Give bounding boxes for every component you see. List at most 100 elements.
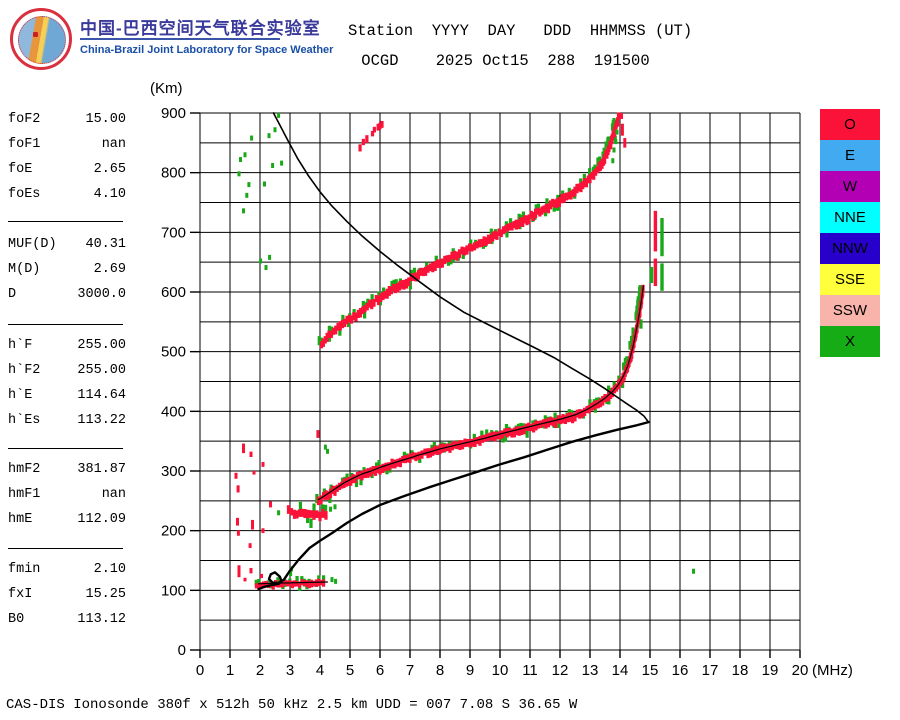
x-tick-label: 0 — [196, 662, 204, 679]
param-separator — [8, 548, 123, 549]
echo-mark — [416, 270, 420, 280]
echo-mark — [551, 417, 555, 427]
echo-mark — [303, 508, 307, 519]
param-separator — [8, 221, 123, 222]
ionogram-plot: 0 1 2 3 4 5 6 7 8 9 10 11 12 13 14 15 16 17 18 19 2001002003… — [161, 105, 853, 679]
logo-station-dot-icon — [33, 32, 38, 37]
echo-mark — [475, 241, 479, 249]
param-row-fof2: foF2 15.00 — [8, 110, 126, 130]
echo-mark — [605, 394, 609, 402]
echo-mark — [336, 322, 340, 331]
echo-mark — [525, 428, 529, 438]
echo-mark — [514, 219, 518, 230]
echo-mark — [609, 390, 613, 399]
x-axis-unit-label: (MHz) — [812, 662, 853, 679]
echo-mark — [321, 504, 325, 513]
echo-mark — [363, 309, 367, 319]
echo-mark — [562, 193, 566, 203]
param-value: 114.64 — [77, 388, 126, 403]
echo-mark — [569, 190, 573, 200]
echo-mark — [307, 580, 311, 589]
param-row-d: D 3000.0 — [8, 285, 126, 305]
echo-mark — [501, 226, 506, 235]
param-label: foEs — [8, 187, 41, 202]
echo-mark — [484, 237, 488, 246]
echo-mark — [353, 474, 357, 483]
echo-mark — [510, 428, 514, 438]
echo-mark — [398, 457, 402, 468]
echo-mark — [503, 431, 508, 442]
echo-mark — [578, 409, 582, 419]
echo-mark — [579, 182, 583, 193]
echo-mark — [327, 334, 331, 342]
echo-mark — [560, 194, 564, 204]
legend-chip-sse: SSE — [820, 264, 880, 295]
x-tick-label: 5 — [346, 662, 354, 679]
echo-mark — [517, 426, 521, 436]
echo-mark — [568, 412, 572, 422]
echo-mark — [424, 266, 428, 276]
echo-mark — [498, 431, 502, 440]
param-row-fxi: fxI 15.25 — [8, 585, 126, 605]
echo-mark — [426, 448, 430, 459]
echo-mark — [445, 255, 449, 263]
noise-dot-green — [615, 129, 619, 135]
x-tick-label: 1 — [226, 662, 234, 679]
echo-mark — [298, 581, 302, 588]
noise-dot-green — [237, 171, 241, 177]
echo-mark — [381, 292, 385, 301]
echo-mark — [318, 511, 322, 522]
echo-mark — [499, 229, 503, 238]
noise-dot-green — [333, 504, 337, 510]
echo-mark — [638, 285, 642, 295]
noise-dot-green — [242, 208, 245, 214]
echo-mark — [567, 187, 571, 196]
echo-mark — [581, 181, 585, 190]
noise-dot-green — [243, 152, 247, 158]
echo-mark — [295, 575, 299, 583]
echo-mark — [373, 466, 378, 476]
param-value: 255.00 — [77, 363, 126, 378]
x-tick-label: 14 — [612, 662, 629, 679]
noise-dot-green — [289, 571, 293, 577]
echo-mark — [426, 265, 430, 273]
echo-mark — [377, 291, 381, 300]
noise-dash-red — [236, 485, 240, 493]
echo-mark — [310, 579, 314, 588]
legend-chip-e: E — [820, 140, 880, 171]
echo-mark — [322, 579, 326, 587]
instrument-caption: CAS-DIS Ionosonde 380f x 512h 50 kHz 2.5… — [6, 697, 578, 713]
echo-mark — [493, 431, 497, 442]
f-trace-fit-line — [317, 285, 644, 501]
echo-mark — [565, 192, 569, 201]
echo-mark — [411, 452, 415, 460]
noise-dot-green — [323, 444, 327, 450]
echo-mark — [361, 306, 365, 315]
echo-mark — [634, 310, 639, 319]
param-value: 15.25 — [85, 587, 126, 602]
echo-mark — [414, 272, 418, 282]
echo-mark — [389, 286, 393, 295]
echo-mark — [354, 312, 358, 322]
x-tick-label: 2 — [256, 662, 264, 679]
echo-mark — [315, 494, 319, 504]
echo-mark — [533, 208, 538, 219]
echo-mark — [431, 262, 435, 273]
x-tick-label: 15 — [642, 662, 659, 679]
noise-dash-red — [260, 573, 263, 579]
y-tick-label: 0 — [178, 642, 186, 659]
param-value: 2.10 — [93, 562, 126, 577]
echo-mark — [510, 222, 514, 231]
echo-mark — [306, 509, 310, 519]
echo-mark — [582, 173, 586, 182]
echo-mark — [361, 138, 365, 146]
echo-mark — [480, 238, 484, 247]
noise-dash-red — [261, 462, 265, 467]
y-tick-label: 600 — [161, 284, 186, 301]
echo-mark — [625, 356, 629, 364]
echo-mark — [340, 481, 344, 489]
echo-mark — [540, 206, 544, 215]
echo-mark — [577, 183, 581, 192]
echo-mark — [376, 465, 380, 474]
echo-mark — [309, 518, 313, 528]
